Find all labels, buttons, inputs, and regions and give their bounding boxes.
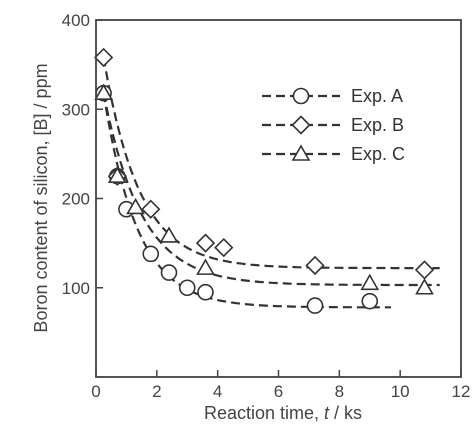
data-point-diamond — [305, 255, 325, 276]
fit-curve-diamond — [102, 57, 440, 270]
data-point-diamond — [141, 199, 161, 219]
x-tick-label: 10 — [391, 382, 410, 401]
data-point-circle — [197, 283, 214, 301]
data-point-circle — [142, 245, 160, 263]
legend-marker-circle — [292, 87, 310, 105]
legend: Exp. A Exp. B Exp. C — [262, 86, 405, 164]
data-markers — [93, 47, 435, 314]
legend-label: Exp. B — [351, 115, 404, 135]
legend-marker-triangle — [291, 144, 311, 161]
x-tick-label: 12 — [452, 382, 471, 401]
data-point-circle — [178, 279, 196, 297]
data-point-triangle — [196, 258, 215, 275]
fit-curve-circle — [102, 93, 391, 309]
legend-label: Exp. A — [351, 86, 403, 106]
plot-frame — [95, 19, 462, 378]
x-tick-label: 6 — [274, 382, 283, 401]
legend-label: Exp. C — [351, 144, 405, 164]
data-point-circle — [160, 264, 178, 281]
x-axis-title: Reaction time, t / ks — [204, 403, 362, 423]
y-axis-ticks: 100 200 300 400 — [62, 11, 103, 298]
data-point-diamond — [195, 233, 216, 253]
data-point-triangle — [415, 278, 434, 295]
data-point-diamond — [214, 237, 234, 258]
legend-marker-diamond — [291, 115, 311, 135]
data-point-triangle — [159, 226, 179, 243]
y-tick-label: 300 — [62, 100, 90, 119]
data-point-triangle — [107, 166, 127, 183]
y-tick-label: 400 — [62, 11, 90, 30]
y-tick-label: 100 — [62, 279, 90, 298]
y-tick-label: 200 — [62, 190, 90, 209]
data-point-diamond — [93, 47, 114, 68]
data-point-triangle — [360, 273, 380, 291]
x-tick-label: 0 — [91, 382, 100, 401]
data-point-circle — [361, 292, 379, 310]
data-point-circle — [306, 297, 324, 314]
data-point-diamond — [414, 260, 435, 280]
x-axis-ticks: 0 2 4 6 8 10 12 — [91, 370, 470, 401]
x-tick-label: 4 — [213, 382, 222, 401]
fit-curve-triangle — [102, 92, 440, 287]
data-point-triangle — [126, 197, 145, 215]
x-tick-label: 2 — [152, 382, 161, 401]
y-axis-title: Boron content of silicon, [B] / ppm — [31, 63, 51, 332]
data-point-triangle — [94, 83, 113, 100]
x-tick-label: 8 — [335, 382, 344, 401]
